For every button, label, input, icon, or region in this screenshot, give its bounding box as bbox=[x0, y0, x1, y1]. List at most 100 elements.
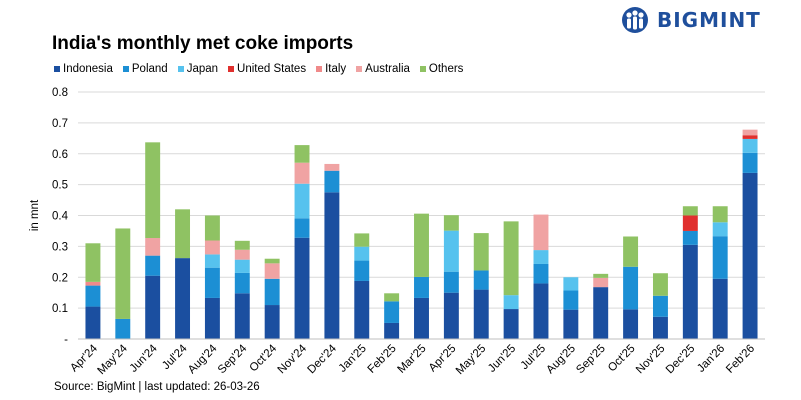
bar-segment bbox=[503, 221, 519, 296]
x-tick-label: Oct'25 bbox=[606, 343, 638, 375]
bar-segment bbox=[175, 209, 191, 259]
bar-segment bbox=[652, 295, 668, 317]
y-tick-label: 0.7 bbox=[52, 118, 68, 130]
bar-segment bbox=[294, 218, 310, 238]
bar-segment bbox=[384, 293, 400, 302]
x-tick-label: Nov'25 bbox=[634, 343, 668, 377]
bar-segment bbox=[115, 228, 131, 319]
x-tick-label: Jun'25 bbox=[486, 343, 518, 375]
bar-segment bbox=[354, 260, 370, 281]
bar-segment bbox=[533, 214, 549, 251]
bar-segment bbox=[234, 272, 250, 294]
bar-segment bbox=[443, 215, 459, 231]
bar-segment bbox=[473, 233, 489, 271]
bar-segment bbox=[85, 285, 101, 307]
bar-segment bbox=[294, 183, 310, 219]
brand-name: BIGMINT bbox=[657, 8, 761, 32]
bar-segment bbox=[623, 236, 639, 267]
legend-item: Indonesia bbox=[54, 63, 113, 75]
y-tick-label: 0.4 bbox=[52, 211, 69, 223]
bar-segment bbox=[712, 222, 728, 237]
legend-label: Others bbox=[428, 63, 464, 75]
bar-segment bbox=[85, 281, 101, 286]
legend-label: Italy bbox=[325, 63, 347, 75]
bar-segment bbox=[204, 254, 220, 268]
x-tick-label: Mar'25 bbox=[396, 343, 429, 376]
x-tick-label: Feb'26 bbox=[724, 343, 757, 376]
bar-segment bbox=[533, 250, 549, 264]
bar-segment bbox=[712, 236, 728, 279]
legend-label: United States bbox=[237, 63, 307, 75]
bar-segment bbox=[503, 295, 519, 310]
x-tick-label: Jun'24 bbox=[128, 342, 161, 375]
bigmint-people-logo-icon bbox=[622, 7, 648, 33]
bar-segment bbox=[563, 290, 579, 310]
legend-swatch bbox=[419, 66, 426, 72]
bar-segment bbox=[264, 305, 280, 339]
bar-segment bbox=[593, 273, 609, 278]
bar-segment bbox=[354, 246, 370, 261]
bar-segment bbox=[443, 230, 459, 272]
legend-swatch bbox=[54, 66, 60, 72]
bar-segment bbox=[175, 258, 191, 339]
bar-segment bbox=[742, 129, 758, 136]
bar-segment bbox=[682, 206, 698, 216]
legend-swatch bbox=[316, 66, 323, 72]
bar-segment bbox=[503, 309, 519, 339]
bar-segment bbox=[234, 293, 250, 339]
bar-segment bbox=[324, 163, 340, 171]
y-tick-label: - bbox=[64, 334, 68, 346]
bar-segment bbox=[414, 297, 429, 339]
bar-segment bbox=[204, 297, 220, 339]
bar-segment bbox=[533, 263, 549, 284]
source-note: Source: BigMint | last updated: 26-03-26 bbox=[54, 381, 260, 393]
y-tick-label: 0.3 bbox=[52, 241, 68, 253]
bar-segment bbox=[294, 145, 310, 163]
bar-segment bbox=[384, 301, 400, 323]
bar-segment bbox=[473, 270, 489, 290]
bar-segment bbox=[682, 230, 698, 245]
bar-segment bbox=[115, 318, 131, 339]
bar-segment bbox=[145, 142, 161, 239]
bar-segment bbox=[563, 309, 579, 339]
bar-segment bbox=[204, 240, 220, 255]
x-tick-label: Oct'24 bbox=[248, 342, 280, 374]
chart-legend: Indonesia Poland Japan United States Italy Au… bbox=[54, 63, 463, 75]
x-tick-label: Aug'24 bbox=[186, 342, 220, 376]
bar-segment bbox=[563, 277, 579, 291]
legend-swatch bbox=[177, 66, 184, 72]
bar-segment bbox=[384, 322, 400, 339]
y-tick-label: 0.1 bbox=[52, 303, 68, 315]
bar-segment bbox=[324, 192, 340, 339]
x-tick-label: Nov'24 bbox=[276, 342, 310, 376]
bar-segment bbox=[324, 170, 340, 193]
legend-item: United States bbox=[228, 63, 306, 75]
bar-segment bbox=[623, 266, 639, 310]
bar-segment bbox=[264, 278, 280, 306]
bar-segment bbox=[294, 162, 310, 184]
bar-segment bbox=[593, 287, 609, 339]
bar-segment bbox=[623, 309, 639, 339]
brand-logo: BIGMINT bbox=[619, 6, 761, 34]
y-tick-label: 0.2 bbox=[52, 272, 68, 284]
legend-label: Australia bbox=[365, 63, 410, 75]
bar-segment bbox=[712, 206, 728, 223]
bar-segment bbox=[204, 215, 220, 241]
y-tick-label: 0.5 bbox=[52, 180, 68, 192]
bar-segment bbox=[682, 215, 698, 231]
legend-item: Italy bbox=[316, 63, 346, 75]
bar-segment bbox=[85, 306, 101, 339]
x-tick-label: Sep'25 bbox=[574, 343, 608, 377]
bar-segment bbox=[652, 273, 668, 296]
x-tick-label: Aug'25 bbox=[544, 343, 578, 377]
legend-item: Australia bbox=[356, 63, 410, 75]
x-tick-label: Jan'26 bbox=[695, 343, 727, 375]
y-tick-label: 0.6 bbox=[52, 149, 68, 161]
bar-segment bbox=[414, 213, 429, 277]
bar-segment bbox=[533, 283, 549, 339]
y-axis-label: in mnt bbox=[29, 199, 41, 231]
x-tick-label: May'25 bbox=[454, 343, 488, 377]
bar-segment bbox=[652, 316, 668, 339]
legend-swatch bbox=[356, 66, 363, 72]
